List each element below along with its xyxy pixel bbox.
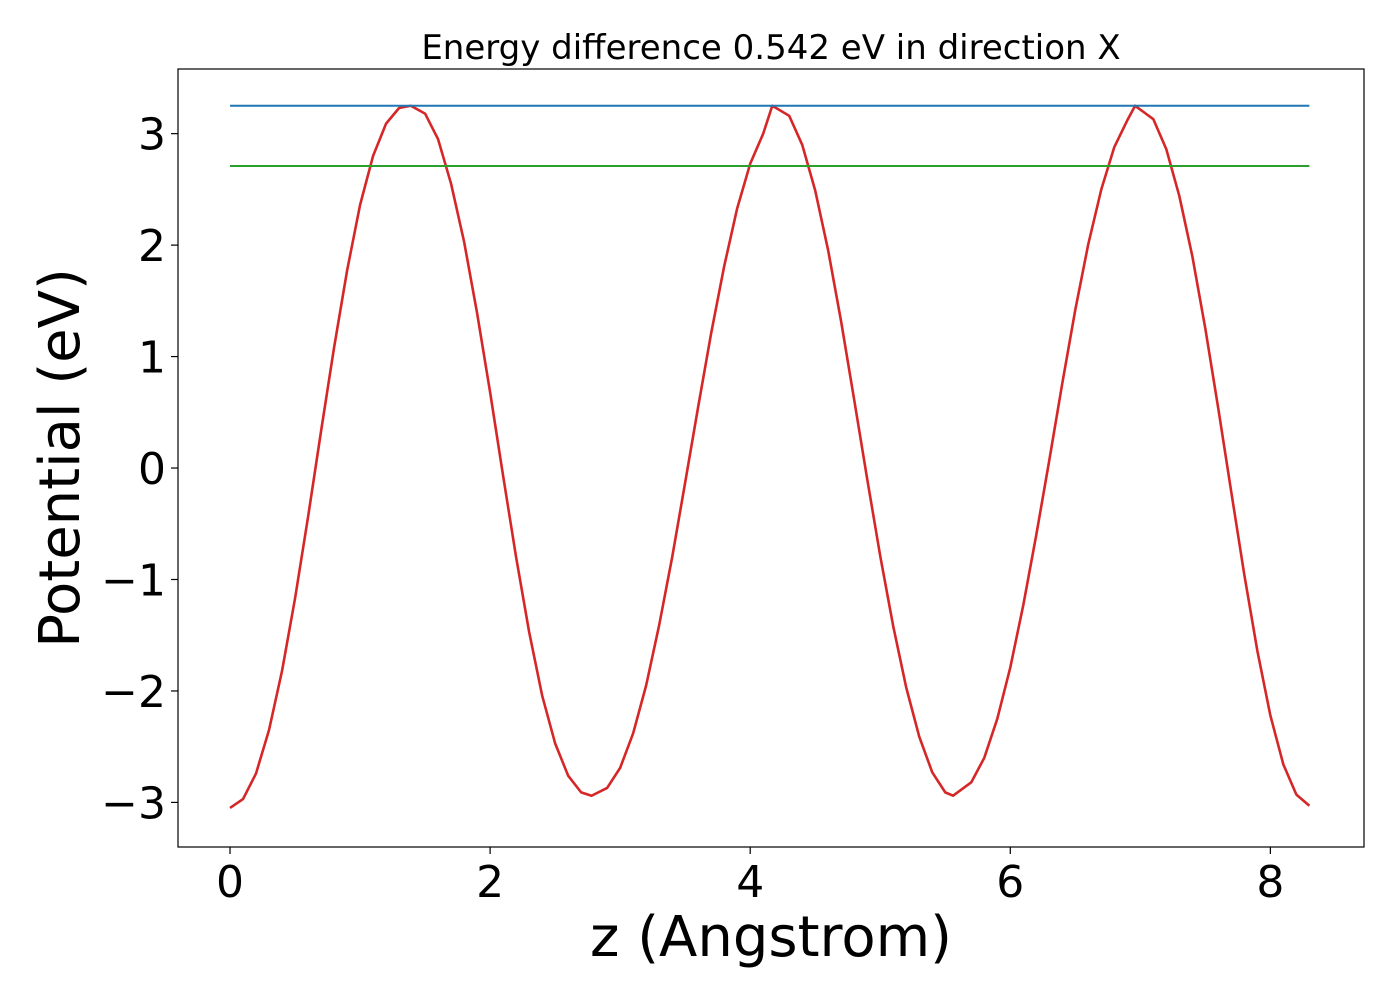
x-tick-label: 2 [476, 857, 504, 908]
chart-title: Energy difference 0.542 eV in direction … [421, 28, 1120, 68]
x-axis: 0 2 4 6 8 [216, 847, 1284, 908]
y-tick-label: 0 [138, 444, 166, 495]
y-axis-label: Potential (eV) [28, 268, 93, 648]
y-tick-label: −2 [101, 667, 166, 718]
y-tick-label: −1 [101, 555, 166, 606]
x-axis-label: z (Angstrom) [590, 905, 952, 970]
x-tick-label: 8 [1256, 857, 1284, 908]
x-tick-label: 4 [736, 857, 764, 908]
plot-frame [177, 68, 1365, 848]
y-axis: −3 −2 −1 0 1 2 3 [101, 110, 178, 829]
y-tick-label: 3 [138, 110, 166, 161]
x-tick-label: 6 [996, 857, 1024, 908]
series-line-0 [229, 104, 1311, 810]
y-tick-label: 2 [138, 221, 166, 272]
y-tick-label: −3 [101, 778, 166, 829]
x-tick-label: 0 [216, 857, 244, 908]
y-tick-label: 1 [138, 333, 166, 384]
series-layer [229, 104, 1311, 810]
